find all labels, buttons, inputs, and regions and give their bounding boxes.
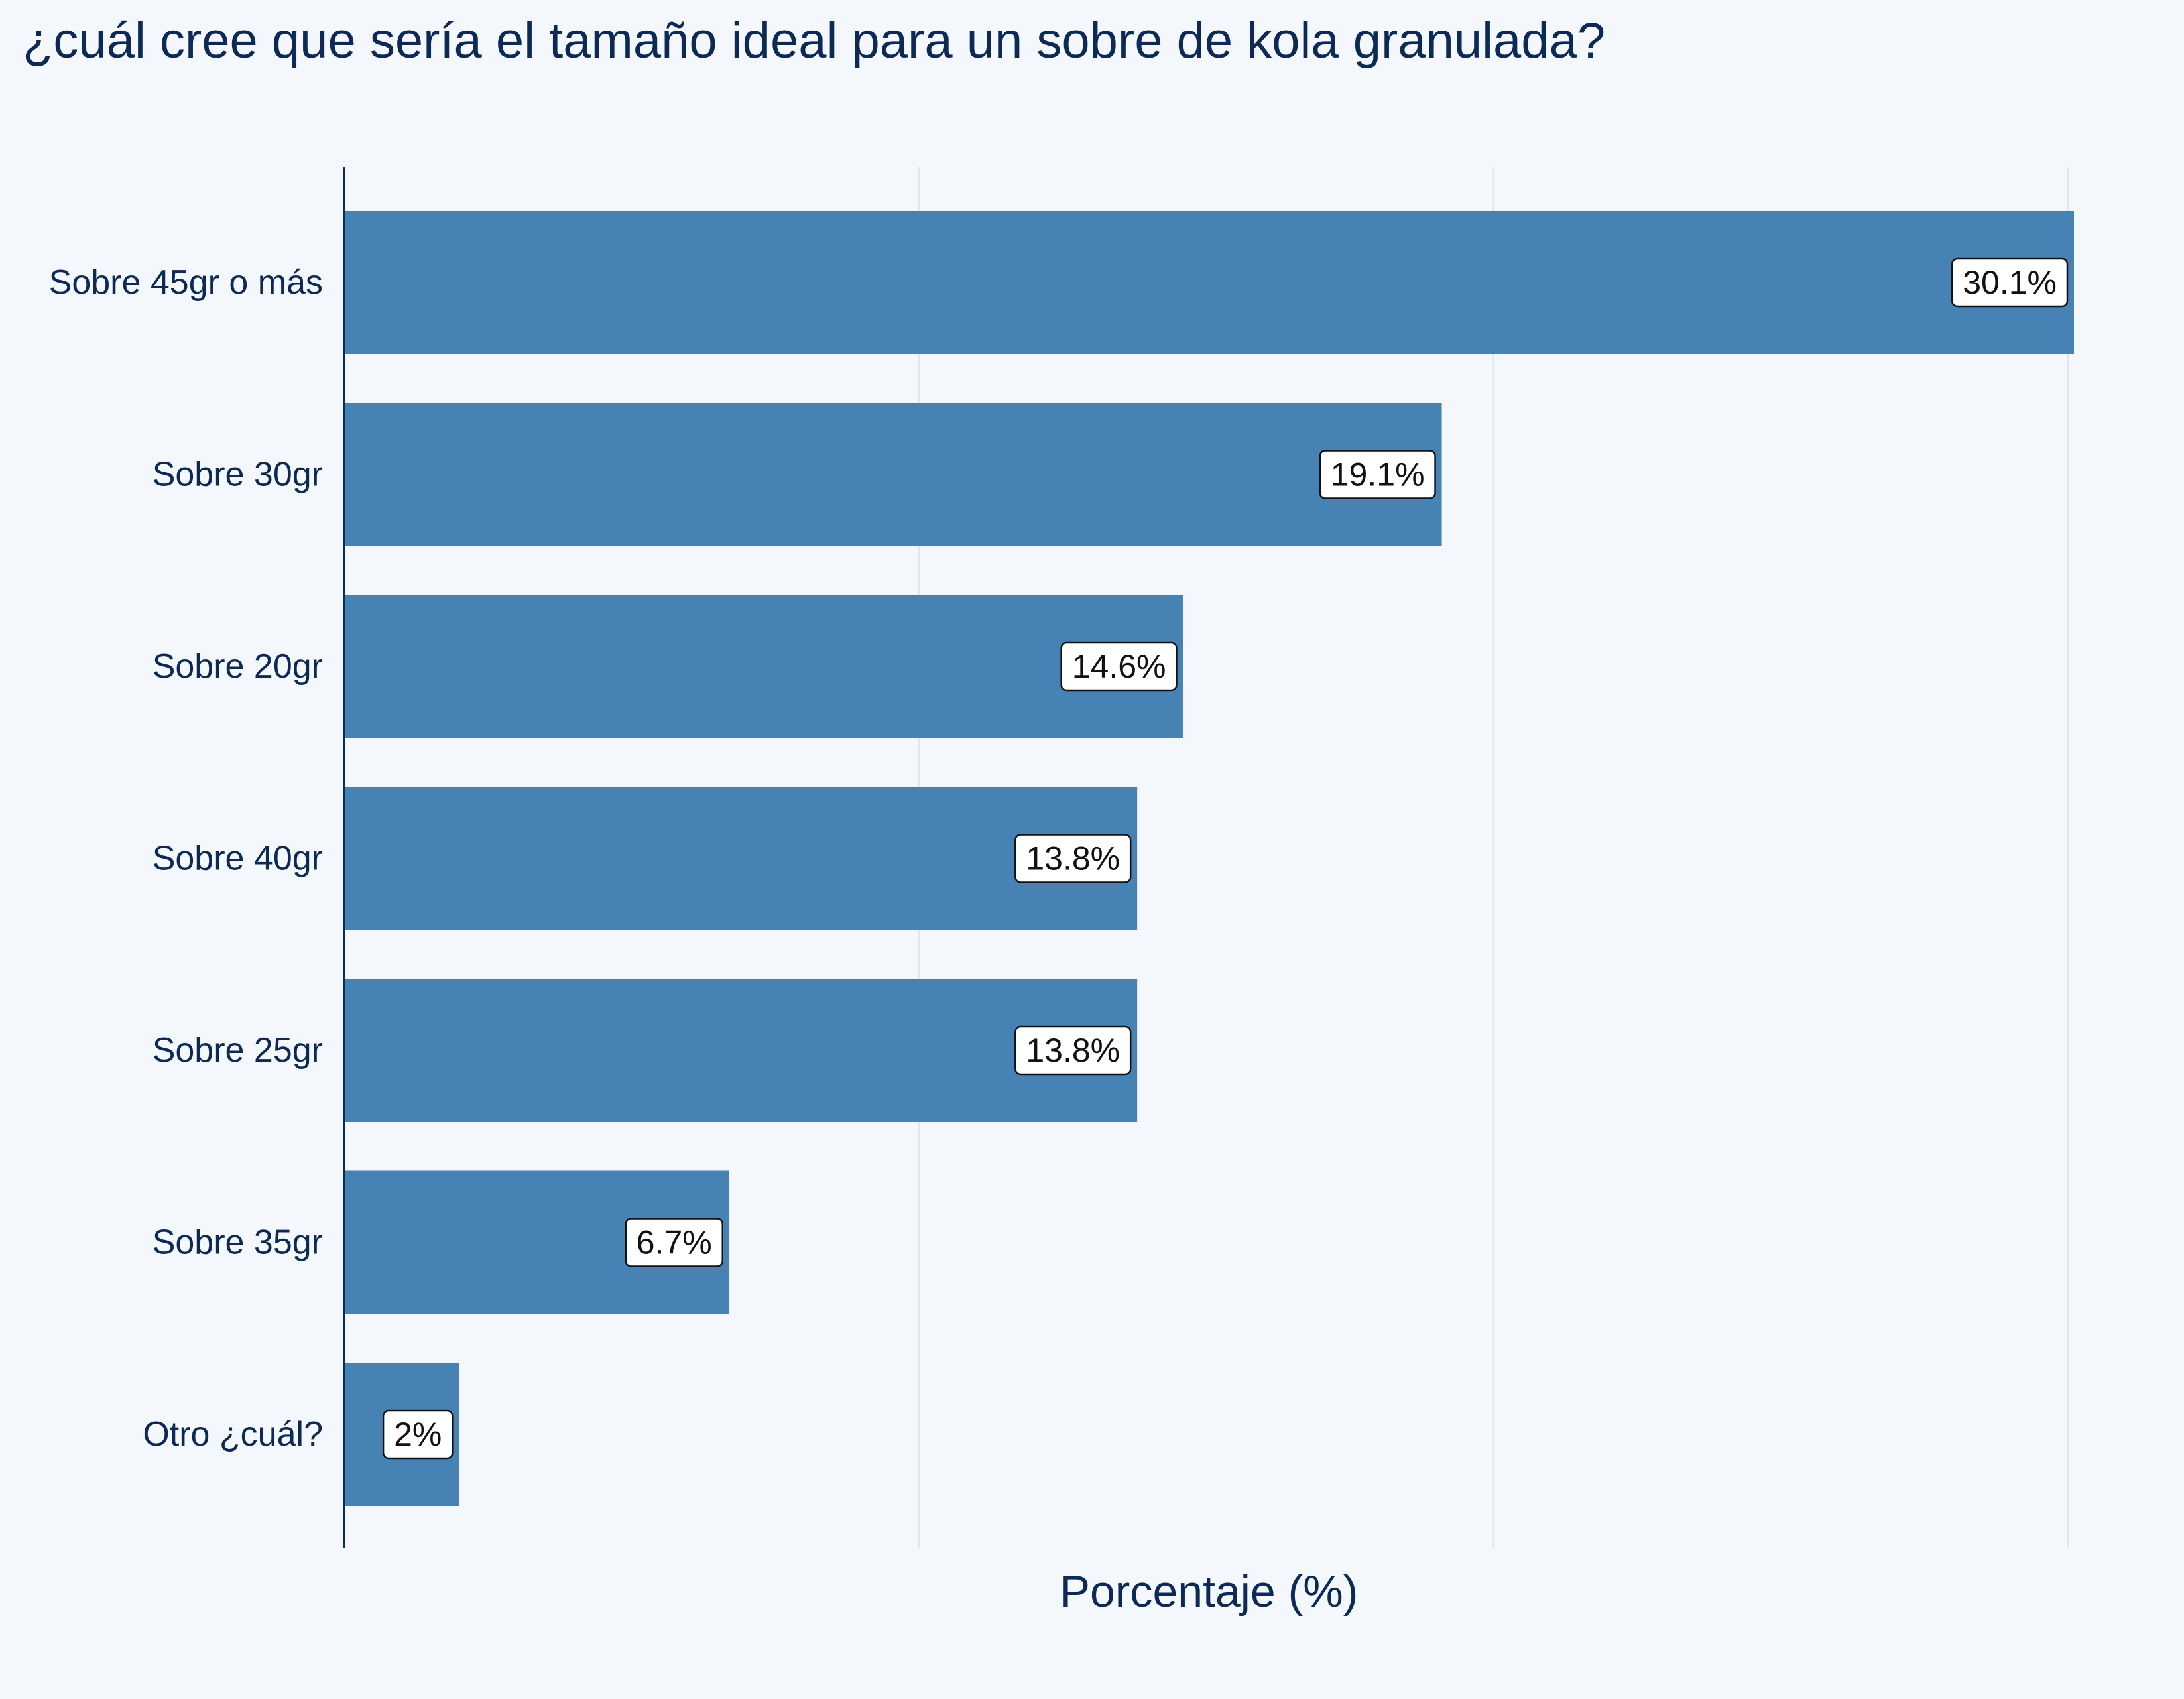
value-label-box xyxy=(625,1218,723,1267)
value-label-box xyxy=(1060,641,1178,692)
category-label: Otro ¿cuál? xyxy=(143,1415,323,1454)
category-label: Sobre 40gr xyxy=(152,840,323,878)
value-label: 6.7% xyxy=(625,1218,723,1267)
bar xyxy=(344,403,1442,546)
value-label-text: 13.8% xyxy=(1026,1032,1120,1069)
category-label: Sobre 25gr xyxy=(152,1031,323,1070)
value-label-box xyxy=(1951,257,2069,308)
value-label-text: 19.1% xyxy=(1331,456,1425,493)
value-label-box xyxy=(382,1409,454,1460)
value-label: 13.8% xyxy=(1014,834,1132,883)
value-label-box xyxy=(1014,1025,1132,1076)
category-label: Sobre 30gr xyxy=(152,456,323,494)
category-label: Sobre 20gr xyxy=(152,647,323,686)
bars-layer xyxy=(344,211,2074,1506)
bar xyxy=(344,979,1138,1122)
bar xyxy=(344,211,2074,354)
category-labels: Sobre 45gr o más Sobre 30gr Sobre 20gr Sobr… xyxy=(49,263,323,1454)
value-label: 14.6% xyxy=(1060,641,1178,692)
value-label-text: 14.6% xyxy=(1072,648,1166,685)
value-label-text: 13.8% xyxy=(1026,840,1120,877)
x-axis-title: Porcentaje (%) xyxy=(1060,1566,1359,1617)
value-label-text: 30.1% xyxy=(1963,264,2057,301)
value-label-box xyxy=(1319,450,1436,499)
bar xyxy=(344,787,1138,930)
chart-title: ¿cuál cree que sería el tamaño ideal par… xyxy=(23,13,1606,69)
value-label-box xyxy=(1014,834,1132,883)
value-label-text: 6.7% xyxy=(637,1224,712,1261)
category-label: Sobre 45gr o más xyxy=(49,263,323,302)
value-label-text: 2% xyxy=(394,1416,442,1453)
value-label: 30.1% xyxy=(1951,257,2069,308)
value-label: 19.1% xyxy=(1319,450,1436,499)
category-label: Sobre 35gr xyxy=(152,1224,323,1262)
value-label: 2% xyxy=(382,1409,454,1460)
value-label: 13.8% xyxy=(1014,1025,1132,1076)
labels-layer: 30.1% 19.1% 14.6% 13.8% 13.8% 6.7% 2% xyxy=(382,257,2069,1460)
bar xyxy=(344,595,1183,738)
